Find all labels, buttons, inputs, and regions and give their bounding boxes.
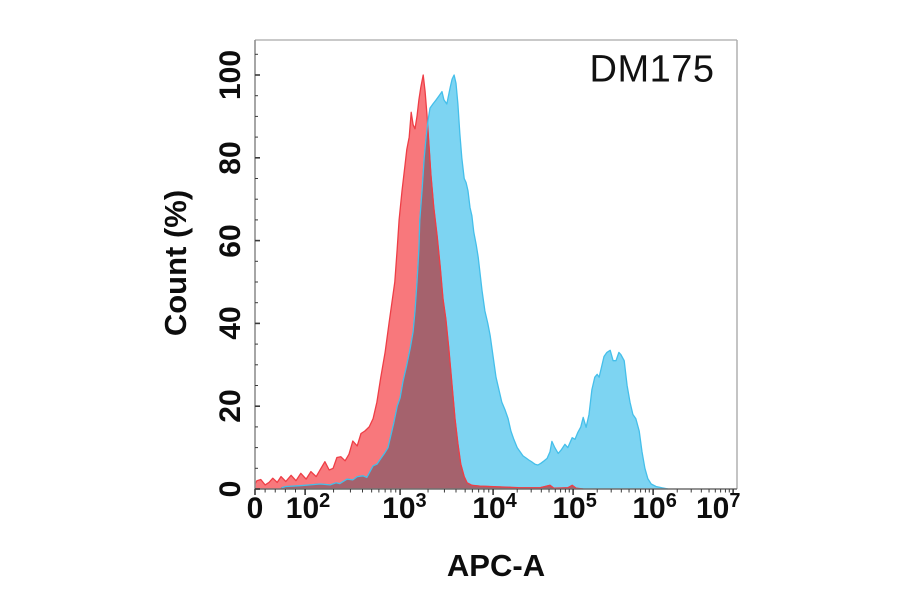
y-tick-label: 80 [214, 141, 247, 175]
x-axis-title: APC-A [446, 548, 546, 583]
x-tick-label: 102 [285, 490, 331, 525]
histogram-plot-area [254, 39, 738, 495]
x-tick-label: 106 [632, 490, 677, 525]
y-tick-label: 40 [214, 306, 247, 341]
x-tick-label: 107 [695, 490, 741, 525]
y-tick-label: 60 [214, 223, 247, 258]
y-tick-label: 100 [214, 49, 247, 101]
x-tick-label: 104 [472, 490, 517, 525]
x-tick-label: 105 [552, 490, 597, 525]
blue-histogram-fill [281, 75, 669, 489]
sample-id-annotation: DM175 [589, 48, 715, 91]
red-histogram-outline [254, 74, 584, 490]
y-tick-label: 0 [214, 480, 247, 498]
x-tick-label: 103 [382, 490, 427, 525]
blue-histogram-outline [281, 74, 669, 490]
y-tick-label: 20 [214, 389, 247, 423]
y-axis-title: Count (%) [158, 189, 193, 337]
x-tick-label: 0 [246, 492, 264, 525]
